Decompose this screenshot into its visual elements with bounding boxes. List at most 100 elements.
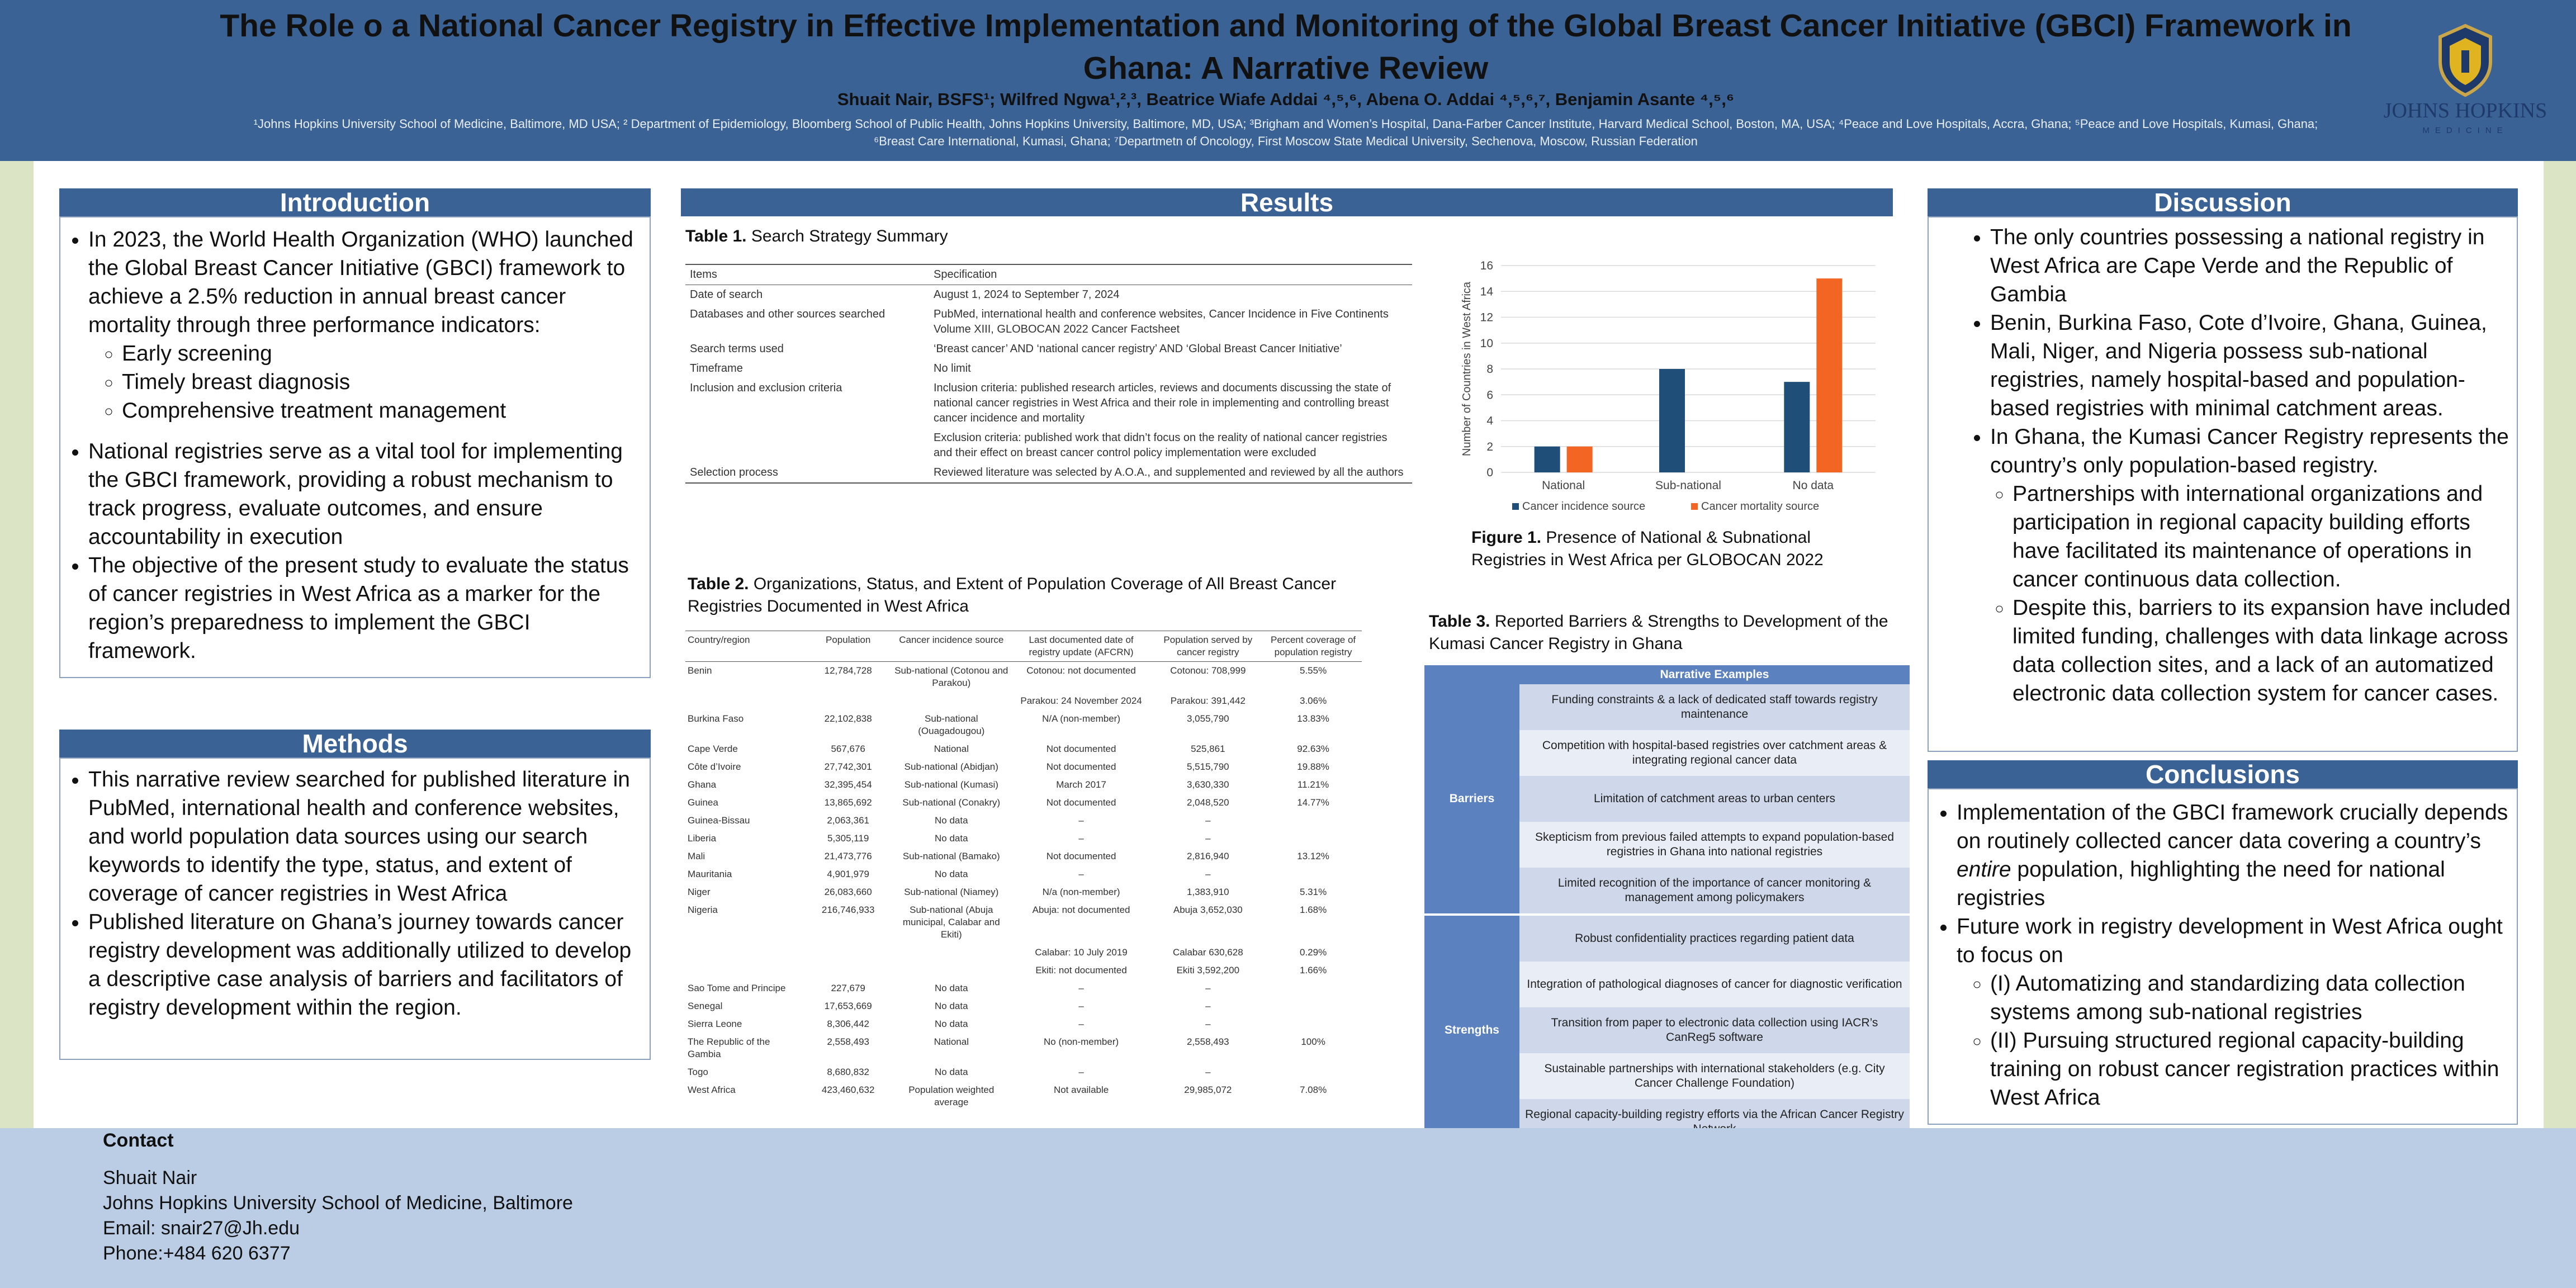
contact-email: Email: snair27@Jh.edu: [103, 1218, 300, 1239]
table2-cell: Nigeria: [688, 905, 718, 915]
table2-cell: 32,395,454: [824, 779, 872, 790]
table2-row: Ekiti: not documented Ekiti 3,592,200 1.66…: [685, 962, 1362, 979]
table2-header: Percent coverage of population registry: [1265, 631, 1362, 662]
table3-cell: Limitation of catchment areas to urban c…: [1519, 776, 1910, 822]
table2-row: Cape Verde 567,676 National Not documented 5…: [685, 740, 1362, 758]
bar-chart: 0 2 4 6 8 10 12 14 16 Number of Countries in West…: [1461, 259, 1876, 513]
table2-cell: 567,676: [831, 744, 865, 754]
y-tick-label: 10: [1480, 337, 1493, 350]
table2-cell: Guinea: [688, 797, 718, 808]
table2-cell: National: [934, 744, 969, 754]
legend-label: Cancer incidence source: [1522, 500, 1645, 513]
table2-cell: [685, 944, 804, 962]
table2-cell: Not documented: [1046, 761, 1116, 772]
y-tick-label: 8: [1486, 363, 1493, 376]
table3-group-label: Barriers: [1424, 684, 1519, 913]
table2-cell: [1265, 830, 1362, 847]
table2-cell: No data: [935, 1067, 968, 1077]
table2-cell: 21,473,776: [824, 851, 872, 861]
table2-row: Burkina Faso 22,102,838 Sub-national (Ouag…: [685, 710, 1362, 740]
table3-cell: Robust confidentiality practices regardi…: [1519, 916, 1910, 962]
table2-cell: No data: [935, 1019, 968, 1029]
conclusions-panel: Implementation of the GBCI framework cru…: [1928, 788, 2518, 1125]
table2-header: Population: [804, 631, 892, 662]
table2-cell: 7.08%: [1299, 1085, 1327, 1095]
table2-cell: –: [1078, 1001, 1084, 1011]
table2-header: Last documented date of registry update …: [1011, 631, 1152, 662]
table2-cell: Sub-national (Ouagadougou): [918, 713, 985, 736]
table2-cell: Cape Verde: [688, 744, 738, 754]
conclusions-heading: Conclusions: [1928, 760, 2518, 788]
table2-cell: Benin: [688, 665, 712, 676]
table2-cell: 5,305,119: [827, 833, 869, 844]
legend-swatch: [1691, 503, 1698, 510]
table2-cell: Niger: [688, 887, 711, 897]
table2-row: Sierra Leone 8,306,442 No data – –: [685, 1015, 1362, 1033]
contact-footer: [0, 1128, 2576, 1288]
bar-sub-national-incidence: [1659, 369, 1685, 472]
table2-cell: Sub-national (Bamako): [902, 851, 1000, 861]
table2-cell: 92.63%: [1297, 744, 1329, 754]
table2-cell: 2,558,493: [827, 1036, 869, 1047]
table2-header: Country/region: [685, 631, 805, 662]
poster-header: [0, 0, 2576, 161]
discussion-heading: Discussion: [1928, 188, 2518, 216]
table2-cell: Population weighted average: [908, 1085, 995, 1107]
contact-phone: Phone:+484 620 6377: [103, 1243, 291, 1264]
table2-cell: 216,746,933: [821, 905, 875, 915]
discussion-sub-bullet: Partnerships with international organiza…: [2012, 480, 2511, 594]
results-heading: Results: [681, 188, 1893, 216]
intro-bullet: The objective of the present study to ev…: [88, 551, 644, 665]
table2-cell: Burkina Faso: [688, 713, 744, 724]
table2-cell: –: [1078, 1067, 1084, 1077]
table1-cell: Reviewed literature was selected by A.O.…: [929, 463, 1412, 484]
table3-cell: Competition with hospital-based registri…: [1519, 730, 1910, 776]
table1: Items Specification Date of search August …: [685, 264, 1412, 484]
table2-cell: Calabar: 10 July 2019: [1035, 947, 1128, 958]
table2-cell: 227,679: [831, 983, 865, 993]
table2-cell: Sub-national (Cotonou and Parakou): [894, 665, 1008, 688]
table3-group-label: Strengths: [1424, 916, 1519, 1145]
table2-cell: The Republic of the Gambia: [688, 1036, 770, 1059]
table2-cell: 27,742,301: [824, 761, 872, 772]
table2-cell: No data: [935, 815, 968, 826]
title-line-2: Ghana: A Narrative Review: [1083, 50, 1489, 86]
table2-cell: –: [1205, 869, 1211, 879]
discussion-panel: The only countries possessing a national…: [1928, 216, 2518, 752]
discussion-bullet: The only countries possessing a national…: [1990, 223, 2511, 309]
table1-cell: Date of search: [690, 288, 763, 301]
table2-cell: 3.06%: [1299, 695, 1327, 706]
intro-sub-bullet: Comprehensive treatment management: [122, 396, 644, 425]
table2-cell: [804, 692, 891, 710]
table2-cell: Mauritania: [688, 869, 732, 879]
table2: Country/region Population Cancer incidence…: [685, 631, 1362, 1111]
table2-cell: Abuja 3,652,030: [1173, 905, 1243, 915]
table2-row: Benin 12,784,728 Sub-national (Cotonou and…: [685, 662, 1362, 693]
y-tick-label: 4: [1486, 415, 1493, 428]
table2-cell: Calabar 630,628: [1172, 947, 1243, 958]
table1-cell: PubMed, international health and confere…: [934, 308, 1389, 335]
table3-cell: Limited recognition of the importance of…: [1519, 868, 1910, 913]
table2-cell: 13.12%: [1297, 851, 1329, 861]
y-axis-label: Number of Countries in West Africa: [1461, 281, 1473, 456]
table2-caption: Table 2. Organizations, Status, and Exte…: [688, 575, 1337, 615]
table2-cell: Mali: [688, 851, 705, 861]
table2-cell: March 2017: [1056, 779, 1106, 790]
table2-row: Sao Tome and Principe 227,679 No data – –: [685, 979, 1362, 997]
table2-cell: Parakou: 391,442: [1170, 695, 1246, 706]
table3-caption: Table 3. Reported Barriers & Strengths t…: [1429, 612, 1888, 653]
table3-header: Narrative Examples: [1519, 665, 1910, 684]
table2-cell: 5.55%: [1299, 665, 1327, 676]
table2-cell: Sub-national (Conakry): [902, 797, 1001, 808]
table2-cell: 13,865,692: [824, 797, 872, 808]
table2-cell: Côte d’Ivoire: [688, 761, 741, 772]
table2-cell: No data: [935, 869, 968, 879]
table2-cell: 2,558,493: [1187, 1036, 1229, 1047]
contact-org: Johns Hopkins University School of Medic…: [103, 1192, 573, 1214]
legend-swatch: [1512, 503, 1519, 510]
table3: Narrative Examples Barriers Funding constr…: [1424, 665, 1910, 1145]
table2-cell: Senegal: [688, 1001, 723, 1011]
table2-row: Togo 8,680,832 No data – –: [685, 1063, 1362, 1081]
table2-cell: Not documented: [1046, 744, 1116, 754]
author-list: Shuait Nair, BSFS¹; Wilfred Ngwa¹,²,³, B…: [837, 89, 1735, 109]
